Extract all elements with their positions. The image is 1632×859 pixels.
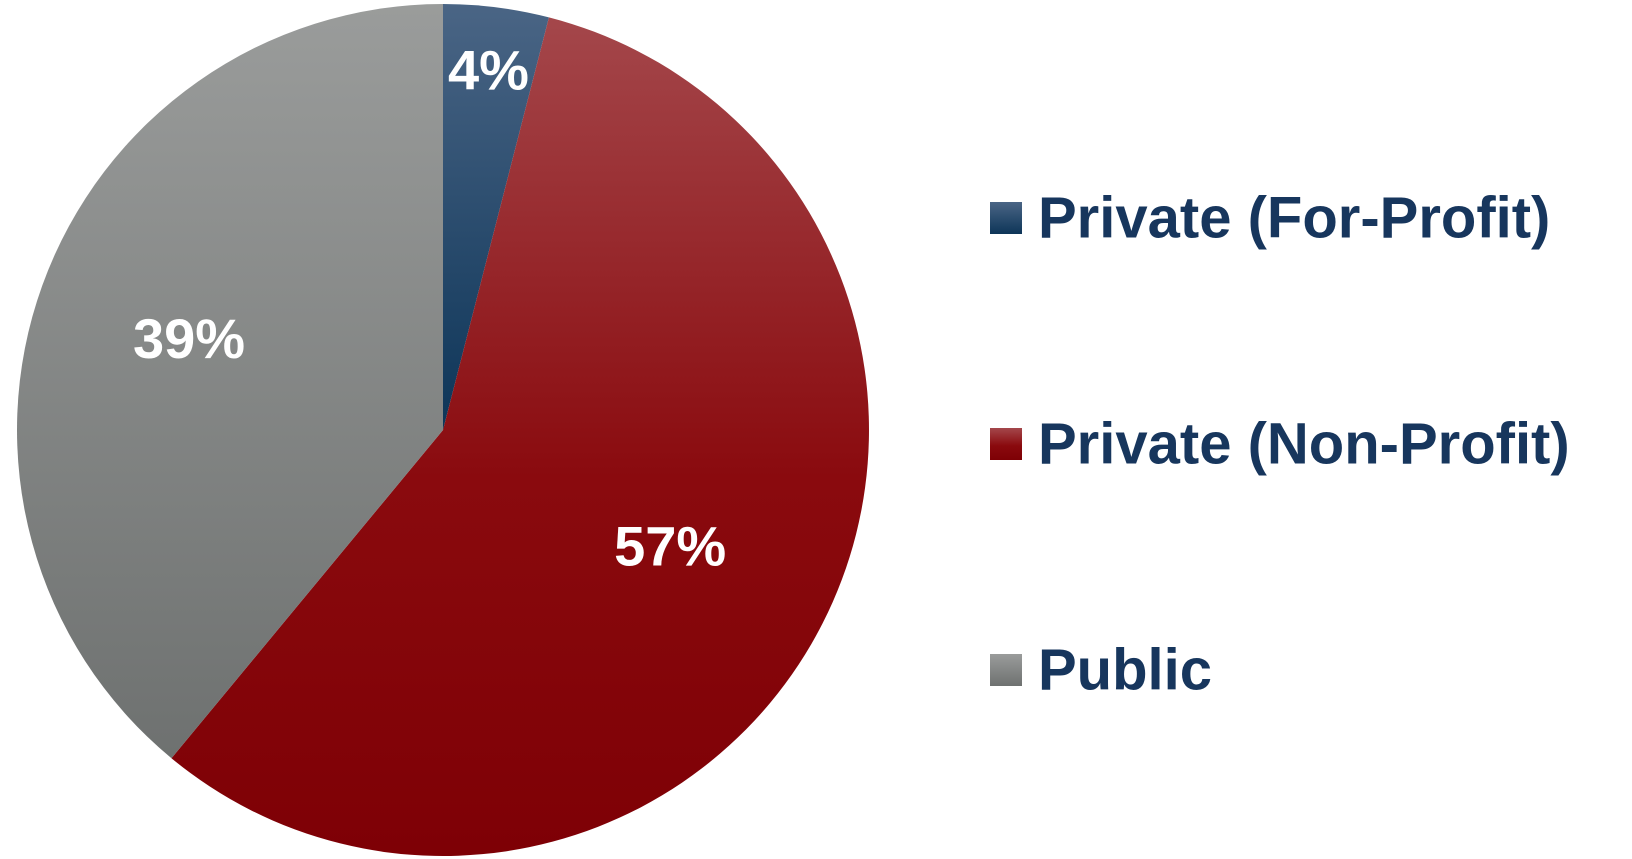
pie-slice-labels: 4% 57% 39%: [133, 38, 726, 577]
pie-slices: [17, 3, 869, 856]
legend-label-public: Public: [1038, 638, 1212, 703]
legend-swatch-private-for-profit: [990, 202, 1022, 234]
slice-label-private-non-profit: 57%: [614, 514, 726, 577]
legend-swatch-public: [990, 654, 1022, 686]
slice-label-private-for-profit: 4%: [448, 38, 529, 101]
pie-slice-private-non-profit: [171, 17, 869, 856]
pie-slice-public: [17, 4, 443, 759]
slice-label-public: 39%: [133, 307, 245, 370]
legend-label-private-non-profit: Private (Non-Profit): [1038, 412, 1570, 477]
legend: Private (For-Profit) Private (Non-Profit)…: [990, 186, 1570, 703]
legend-label-private-for-profit: Private (For-Profit): [1038, 186, 1550, 251]
legend-swatch-private-non-profit: [990, 428, 1022, 460]
pie-slice-private-for-profit: [443, 3, 549, 430]
